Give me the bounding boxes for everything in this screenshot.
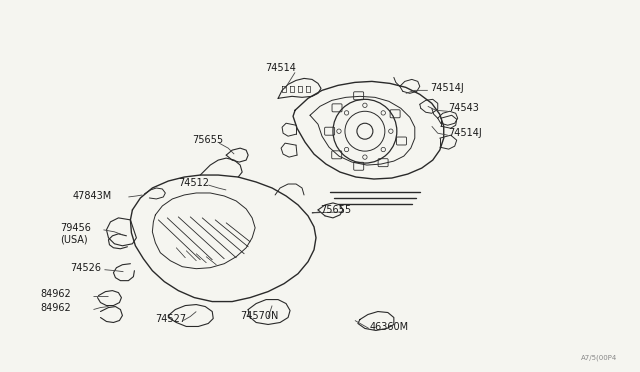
Text: 79456: 79456 (61, 223, 92, 233)
Text: (USA): (USA) (61, 235, 88, 245)
Text: 74527: 74527 (156, 314, 186, 324)
Text: 74514J: 74514J (448, 128, 481, 138)
Text: 84962: 84962 (40, 289, 71, 299)
Text: 47843M: 47843M (72, 191, 112, 201)
Text: 84962: 84962 (40, 302, 71, 312)
Text: 75655: 75655 (192, 135, 223, 145)
Text: 74512: 74512 (179, 178, 209, 188)
Text: 74526: 74526 (70, 263, 102, 273)
Text: 75655: 75655 (320, 205, 351, 215)
Text: A7/5(00P4: A7/5(00P4 (581, 355, 618, 361)
Text: 46360M: 46360M (370, 323, 409, 333)
Text: 74543: 74543 (448, 103, 479, 113)
Text: 74514: 74514 (265, 64, 296, 73)
Text: 74570N: 74570N (240, 311, 278, 321)
Text: 74514J: 74514J (430, 83, 463, 93)
